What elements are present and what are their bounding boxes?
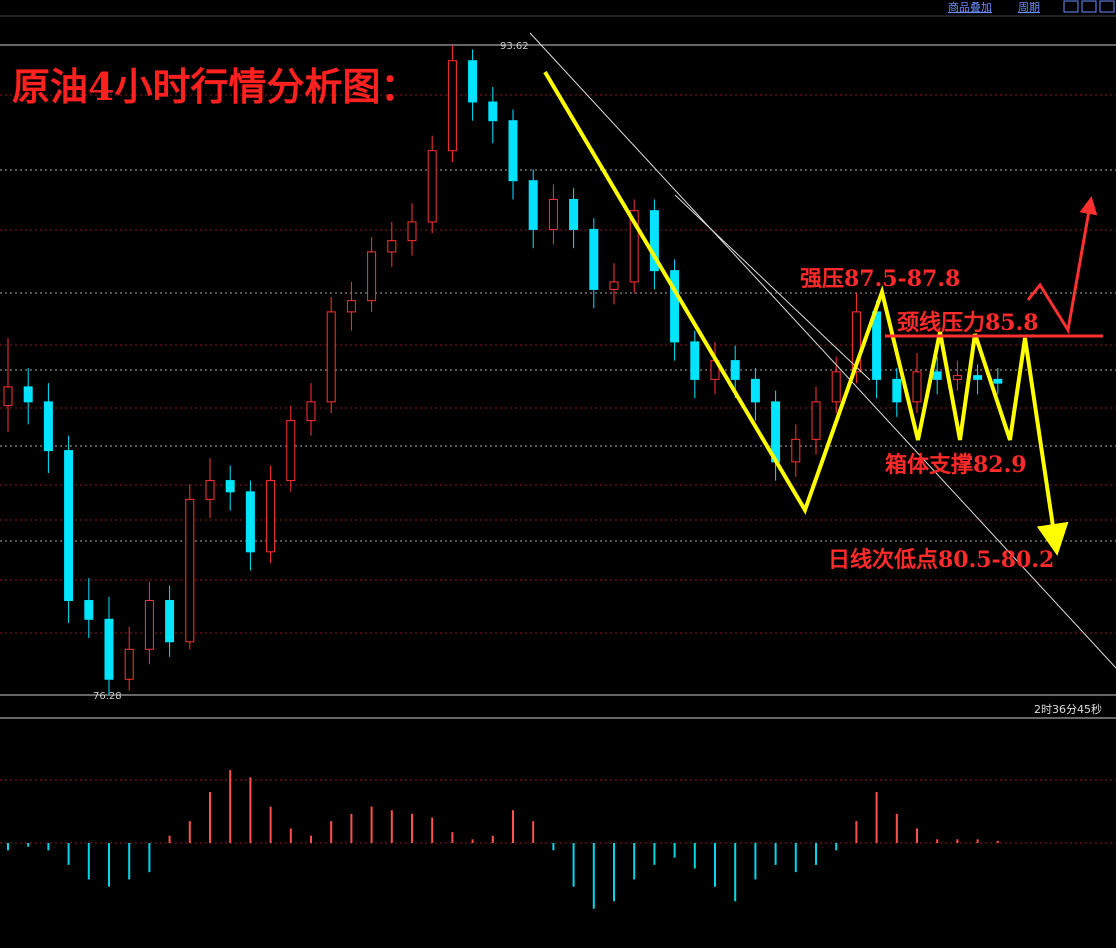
- candle-body: [670, 270, 680, 343]
- candle-body: [427, 150, 437, 223]
- candle-body: [993, 378, 1003, 384]
- candle-body: [730, 360, 740, 380]
- candle-body: [528, 180, 538, 230]
- nav-button[interactable]: [1099, 0, 1115, 13]
- candle-body: [245, 491, 255, 553]
- candle-body: [306, 401, 316, 422]
- candle-body: [791, 438, 801, 463]
- trend-lines: [529, 32, 1116, 669]
- annotation: 日线次低点80.5-80.2: [828, 547, 1054, 573]
- candle-body: [84, 600, 94, 620]
- candle-body: [124, 648, 134, 680]
- low-label: 76.28: [93, 691, 122, 702]
- candle-body: [548, 198, 558, 230]
- annotation: 箱体支撑82.9: [885, 452, 1027, 478]
- annotation: 强压87.5-87.8: [800, 266, 960, 292]
- candle-body: [266, 480, 276, 553]
- candle-body: [104, 618, 114, 680]
- candle-body: [447, 60, 457, 152]
- candle-body: [892, 378, 902, 403]
- candle-body: [750, 378, 760, 403]
- candle-body: [508, 120, 518, 182]
- candle-body: [589, 228, 599, 290]
- candle-body: [973, 375, 983, 380]
- candle-body: [851, 311, 861, 373]
- candle-body: [23, 386, 33, 403]
- candle-body: [286, 420, 296, 482]
- candle-body: [932, 371, 942, 380]
- annotation: 颈线压力85.8: [897, 310, 1039, 336]
- candle-body: [205, 480, 215, 500]
- candle-body: [649, 210, 659, 272]
- candle-body: [165, 600, 175, 643]
- candle-body: [912, 371, 922, 403]
- candle-body: [690, 341, 700, 380]
- candle-body: [367, 251, 377, 302]
- candle-body: [488, 101, 498, 122]
- candle-body: [346, 300, 356, 313]
- candle-body: [387, 240, 397, 253]
- high-label: 93.62: [500, 41, 529, 52]
- candle-body: [468, 60, 478, 103]
- nav-button[interactable]: [1081, 0, 1097, 13]
- candle-body: [144, 600, 154, 650]
- marks: [3, 45, 1003, 909]
- candle-body: [43, 401, 53, 452]
- countdown: 2时36分45秒: [1034, 702, 1102, 716]
- candle-body: [64, 450, 74, 602]
- candle-body: [3, 386, 13, 407]
- candle-body: [407, 221, 417, 242]
- candle-body: [326, 311, 336, 403]
- toolbar-button[interactable]: 商品叠加: [948, 0, 992, 14]
- chart-title: 原油4小时行情分析图：: [12, 64, 418, 109]
- nav-button[interactable]: [1063, 0, 1079, 13]
- candle-body: [225, 480, 235, 493]
- candle-body: [609, 281, 619, 290]
- toolbar-button[interactable]: 周期: [1018, 1, 1040, 14]
- candle-body: [811, 401, 821, 440]
- candle-body: [629, 210, 639, 283]
- candle-body: [831, 371, 841, 403]
- candle-body: [569, 198, 579, 230]
- candle-body: [185, 498, 195, 643]
- candle-body: [872, 311, 882, 380]
- candle-body: [952, 375, 962, 380]
